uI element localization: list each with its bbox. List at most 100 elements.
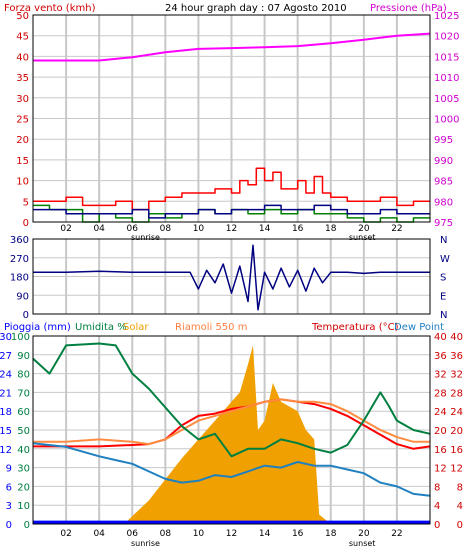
wind-tick-label: 15 xyxy=(16,156,29,167)
x-tick-label: 02 xyxy=(60,224,71,234)
humidity-tick-label: 100 xyxy=(11,332,30,343)
temperature-secondary-tick-label: 32 xyxy=(450,370,463,381)
x-tick-label: 10 xyxy=(193,224,205,234)
sunrise-marker: sunrise xyxy=(131,539,160,548)
rain-tick-label: 12 xyxy=(0,445,12,456)
direction-tick-label: 0 xyxy=(23,310,29,321)
x-tick-label: 08 xyxy=(160,224,172,234)
x-tick-label: 06 xyxy=(127,529,139,539)
x-tick-label: 22 xyxy=(391,529,402,539)
wind-axis-label: Forza vento (kmh) xyxy=(4,3,96,14)
compass-tick-label: E xyxy=(440,291,446,302)
rain-tick-label: 15 xyxy=(0,426,12,437)
temperature-secondary-tick-label: 12 xyxy=(450,464,463,475)
location-label: Riamoli 550 m xyxy=(175,322,247,333)
pressure-tick-label: 995 xyxy=(434,135,453,146)
x-tick-label: 14 xyxy=(259,224,271,234)
direction-tick-label: 360 xyxy=(10,235,29,246)
temperature-tick-label: 40 xyxy=(434,332,447,343)
direction-tick-label: 180 xyxy=(10,273,29,284)
rain-tick-label: 9 xyxy=(6,464,12,475)
compass-tick-label: N xyxy=(440,310,447,321)
direction-tick-label: 270 xyxy=(10,254,29,265)
pressure-tick-label: 1025 xyxy=(434,11,459,22)
sunset-marker: sunset xyxy=(349,539,376,548)
x-tick-label: 16 xyxy=(292,529,304,539)
blue_trace-line xyxy=(32,442,431,497)
wind-tick-label: 50 xyxy=(16,11,29,22)
temperature-axis-label: Temperatura (°C) xyxy=(311,322,399,333)
pressure-tick-label: 975 xyxy=(434,218,453,229)
humidity-tick-label: 40 xyxy=(17,445,30,456)
rain-axis-label: Pioggia (mm) xyxy=(4,322,71,333)
temperature-tick-label: 0 xyxy=(434,520,440,531)
x-tick-label: 16 xyxy=(292,224,304,234)
rain-tick-label: 27 xyxy=(0,351,12,362)
temperature-tick-label: 8 xyxy=(434,482,440,493)
x-tick-label: 10 xyxy=(193,529,205,539)
humidity-tick-label: 30 xyxy=(17,464,30,475)
temperature-secondary-tick-label: 20 xyxy=(450,426,463,437)
x-tick-label: 18 xyxy=(325,529,337,539)
humidity-line xyxy=(32,342,431,458)
pressure-tick-label: 1015 xyxy=(434,52,459,63)
temperature-secondary-tick-label: 8 xyxy=(457,482,463,493)
humidity-axis-label: Umidita % xyxy=(75,322,127,333)
wind-tick-label: 40 xyxy=(16,52,29,63)
wind_avg-line xyxy=(33,204,430,219)
pressure-line xyxy=(33,32,431,62)
rain-tick-label: 3 xyxy=(6,501,12,512)
temperature-secondary-tick-label: 0 xyxy=(457,520,463,531)
temperature-tick-label: 20 xyxy=(434,426,447,437)
solar-label: Solar xyxy=(123,322,149,333)
compass-tick-label: N xyxy=(440,235,447,246)
pressure-tick-label: 1020 xyxy=(434,32,459,43)
humidity-tick-label: 50 xyxy=(17,426,30,437)
wind-tick-label: 30 xyxy=(16,94,29,105)
direction-tick-label: 90 xyxy=(16,291,29,302)
rain-tick-label: 18 xyxy=(0,407,12,418)
temperature-secondary-tick-label: 24 xyxy=(450,407,463,418)
wind-tick-label: 35 xyxy=(16,73,29,84)
humidity-tick-label: 10 xyxy=(17,501,30,512)
x-tick-label: 18 xyxy=(325,224,337,234)
wind-tick-label: 20 xyxy=(16,135,29,146)
wind-tick-label: 45 xyxy=(16,32,29,43)
x-tick-label: 04 xyxy=(93,529,105,539)
temperature-secondary-tick-label: 36 xyxy=(450,351,463,362)
x-tick-label: 12 xyxy=(226,529,237,539)
frame-layer xyxy=(32,14,431,525)
dewpoint-line xyxy=(33,398,430,446)
sunrise-marker: sunrise xyxy=(131,233,160,242)
dewpoint-axis-label: Dew Point xyxy=(394,322,444,333)
solar-area-layer xyxy=(123,345,331,524)
humidity-tick-label: 70 xyxy=(17,388,30,399)
humidity-tick-label: 80 xyxy=(17,370,30,381)
temperature-tick-label: 4 xyxy=(434,501,440,512)
humidity-tick-label: 0 xyxy=(24,520,30,531)
humidity-tick-label: 20 xyxy=(17,482,30,493)
pressure-tick-label: 985 xyxy=(434,177,453,188)
temperature-secondary-tick-label: 4 xyxy=(457,501,463,512)
x-tick-label: 20 xyxy=(358,224,370,234)
temperature-secondary-tick-label: 28 xyxy=(450,388,463,399)
rain-tick-label: 0 xyxy=(6,520,12,531)
wind-tick-label: 5 xyxy=(23,197,29,208)
wind-tick-label: 10 xyxy=(16,177,29,188)
humidity-tick-label: 90 xyxy=(17,351,30,362)
x-tick-label: 08 xyxy=(160,529,172,539)
humidity-tick-label: 60 xyxy=(17,407,30,418)
pressure-tick-label: 990 xyxy=(434,156,453,167)
x-tick-label: 22 xyxy=(391,224,402,234)
temperature-tick-label: 24 xyxy=(434,407,447,418)
pressure-tick-label: 980 xyxy=(434,197,453,208)
rain-tick-label: 30 xyxy=(0,332,12,343)
x-tick-label: 14 xyxy=(259,529,271,539)
x-tick-label: 06 xyxy=(127,224,139,234)
rain-tick-label: 21 xyxy=(0,388,12,399)
direction-line xyxy=(33,244,430,311)
compass-tick-label: W xyxy=(440,254,450,265)
sunset-marker: sunset xyxy=(349,233,376,242)
